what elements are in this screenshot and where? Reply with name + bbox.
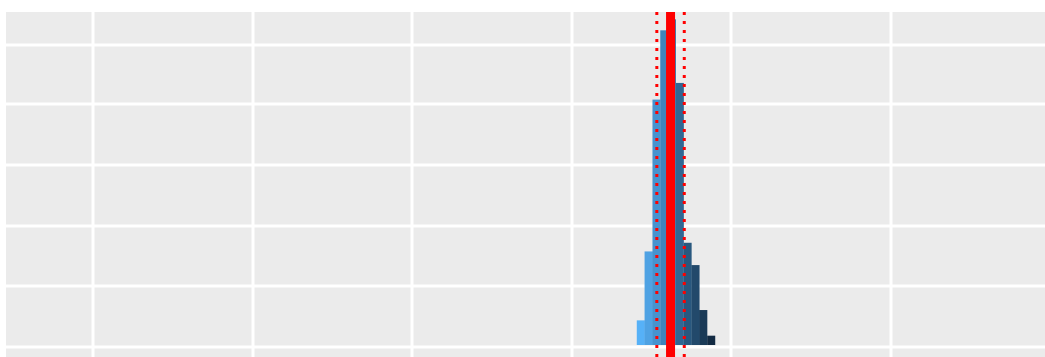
histogram-bar-10 bbox=[707, 335, 716, 345]
histogram-bar-8 bbox=[691, 265, 700, 345]
histogram-bar-3 bbox=[652, 99, 661, 345]
histogram-bar-9 bbox=[699, 310, 708, 345]
major-gridlines bbox=[6, 12, 1045, 357]
histogram-bar-1 bbox=[636, 320, 645, 345]
histogram-bar-2 bbox=[644, 251, 653, 345]
reference-lines bbox=[655, 12, 686, 357]
histogram-bar-4 bbox=[660, 30, 669, 346]
histogram-bar-7 bbox=[683, 242, 692, 345]
histogram-bar-6 bbox=[675, 82, 684, 346]
plot-panel bbox=[6, 12, 1045, 357]
